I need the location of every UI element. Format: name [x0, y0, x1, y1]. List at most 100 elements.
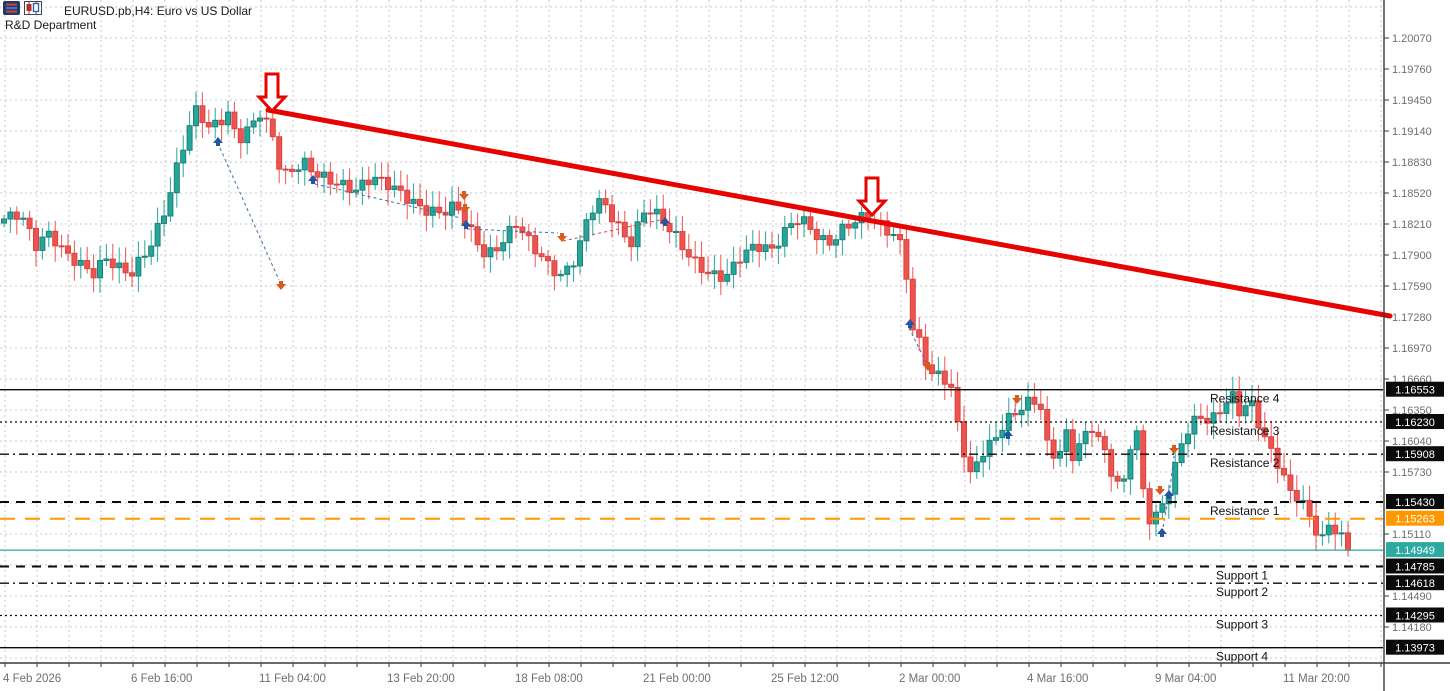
candle-body: [372, 176, 379, 186]
candle-body: [609, 204, 615, 223]
candle-body: [1037, 403, 1044, 410]
candle-body: [436, 206, 443, 213]
price-tick-label: 1.14490: [1392, 591, 1432, 603]
price-badge-label: 1.14295: [1395, 611, 1435, 623]
candle-body: [1249, 400, 1255, 407]
candle-body: [775, 245, 782, 249]
candle-body: [602, 198, 609, 206]
connector-line: [908, 327, 927, 363]
signal-arrow-up: [660, 217, 670, 226]
candle-body: [897, 234, 903, 241]
candle-body: [1012, 412, 1019, 416]
candle-body: [1082, 430, 1089, 445]
candle-body: [717, 270, 724, 282]
candle-body: [922, 336, 929, 366]
price-tick-label: 1.16040: [1392, 436, 1432, 448]
candle-body: [1287, 474, 1294, 491]
candle-body: [340, 179, 347, 186]
candle-body: [1127, 449, 1134, 480]
candle-body: [705, 271, 711, 275]
candle-body: [1146, 488, 1153, 525]
candle-body: [276, 136, 283, 170]
time-tick-label: 13 Feb 20:00: [387, 673, 455, 685]
candle-body: [391, 185, 398, 191]
candle-body: [1191, 415, 1198, 435]
candle-body: [596, 198, 603, 214]
candle-body: [692, 256, 699, 259]
candle-body: [1210, 412, 1217, 424]
candle-body: [1095, 431, 1102, 438]
price-tick-label: 1.15110: [1392, 529, 1431, 541]
candle-body: [365, 179, 372, 186]
connector-line: [1162, 498, 1169, 528]
candle-body: [564, 265, 571, 275]
price-tick-label: 1.18830: [1392, 157, 1432, 169]
candle-body: [781, 226, 788, 247]
candle-body: [481, 244, 487, 258]
price-tick-label: 1.18210: [1392, 219, 1432, 231]
sr-label: Resistance 3: [1210, 424, 1280, 438]
price-badge: [1386, 446, 1444, 462]
candle-body: [711, 270, 718, 275]
candle-body: [909, 278, 916, 331]
candle-body: [1063, 429, 1070, 453]
candle-body: [1274, 447, 1281, 469]
big-down-arrow: [255, 72, 289, 114]
candle-body: [769, 244, 775, 249]
candle-body: [628, 236, 635, 248]
candle-body: [852, 222, 859, 229]
candle-body: [7, 211, 14, 220]
candle-body: [301, 157, 308, 171]
candle-body: [1338, 532, 1345, 535]
candle-body: [1325, 524, 1332, 536]
sr-label: Support 4: [1216, 650, 1268, 664]
price-badge: [1386, 494, 1444, 509]
candle-body: [13, 211, 20, 220]
candle-body: [986, 439, 993, 457]
signal-arrow-down: [1169, 445, 1179, 454]
connector-line: [314, 183, 462, 219]
candle-body: [1313, 515, 1319, 536]
candle-body: [397, 185, 404, 191]
price-badge: [1386, 558, 1444, 574]
connector-line: [562, 219, 661, 242]
price-tick-label: 1.15730: [1392, 467, 1432, 479]
candle-body: [154, 222, 161, 247]
price-tick-label: 1.14180: [1392, 622, 1432, 634]
candle-body: [993, 437, 999, 441]
candle-body: [231, 111, 238, 130]
price-badge: [1386, 381, 1444, 397]
candle-body: [679, 231, 686, 251]
candle-body: [84, 259, 91, 270]
candle-body: [506, 225, 513, 244]
candle-body: [1217, 412, 1223, 415]
candle-body: [122, 262, 129, 274]
candle-body: [1159, 503, 1166, 513]
candle-body: [218, 119, 225, 126]
candle-body: [417, 198, 423, 207]
candle-body: [45, 230, 52, 238]
candle-body: [1229, 391, 1236, 404]
price-tick-label: 1.17900: [1392, 250, 1432, 262]
candle-body: [980, 455, 987, 463]
candle-body: [538, 253, 545, 258]
candle-body: [180, 149, 187, 164]
candle-body: [1261, 427, 1268, 438]
sr-label: Support 2: [1216, 585, 1268, 599]
candle-body: [1069, 429, 1076, 462]
sr-label: Resistance 4: [1210, 392, 1280, 406]
candle-body: [685, 249, 692, 258]
candle-body: [449, 201, 455, 216]
candle-body: [97, 260, 103, 279]
time-tick-label: 2 Mar 00:00: [899, 673, 960, 685]
candle-body: [1044, 408, 1051, 441]
sr-label: Support 3: [1216, 618, 1268, 632]
candle-body: [634, 221, 641, 248]
connector-line: [1009, 404, 1017, 430]
price-badge-label: 1.15908: [1395, 449, 1435, 461]
candle-body: [519, 226, 526, 234]
candle-body: [884, 220, 891, 236]
candle-body: [698, 256, 705, 273]
candle-body: [903, 239, 910, 280]
